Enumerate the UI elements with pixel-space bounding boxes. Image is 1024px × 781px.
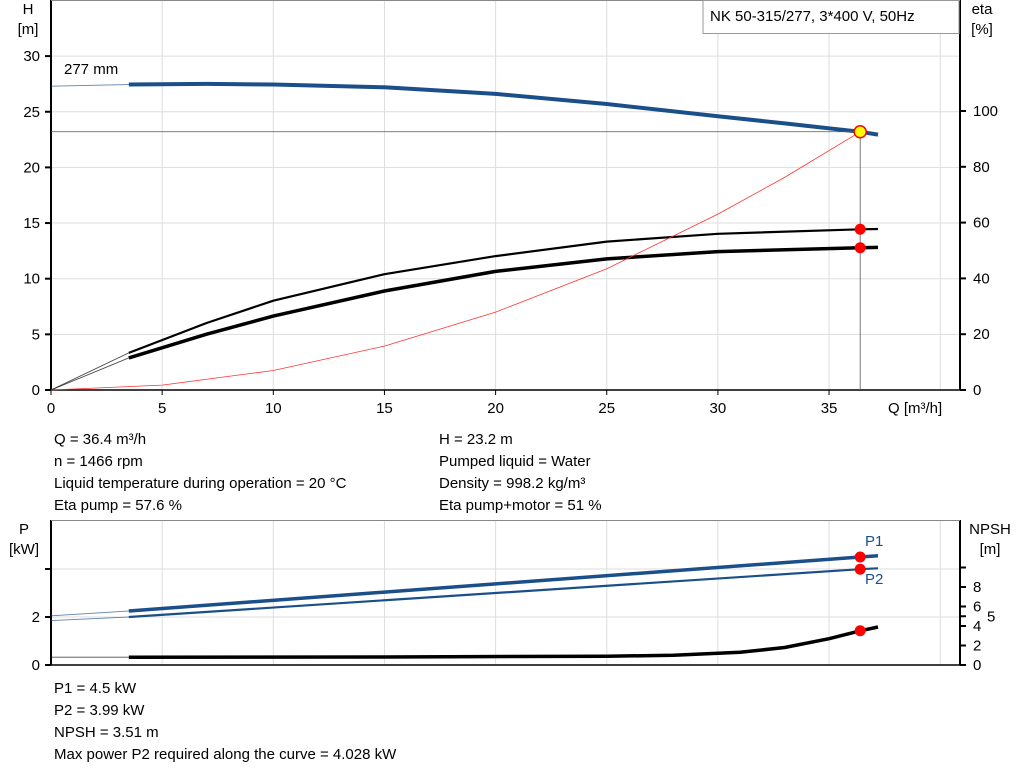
markers: [853, 125, 867, 637]
y2-tick-label: 60: [973, 215, 990, 232]
p2-operating-point: [854, 563, 866, 575]
npsh-operating-point: [854, 625, 866, 637]
eta-pump-curve: [128, 227, 879, 354]
x-tick-label: 35: [821, 400, 838, 417]
y-tick-label: 15: [23, 215, 40, 232]
info-liquid: Pumped liquid = Water: [439, 453, 591, 470]
info-bottom: P1 = 4.5 kW P2 = 3.99 kW NPSH = 3.51 m M…: [54, 678, 396, 766]
eta-operating-point: [854, 242, 866, 254]
head-curve-extrapolation: [50, 84, 129, 87]
info-p2: P2 = 3.99 kW: [54, 702, 145, 719]
npsh-curve: [128, 625, 879, 659]
y-tick-label: 5: [32, 326, 40, 343]
p-axis-label: P: [19, 521, 29, 538]
eta-pump-motor-curve-extrapolation: [50, 357, 129, 391]
x-tick-label: 15: [376, 400, 393, 417]
eta-pump-curve-extrapolation: [50, 352, 129, 391]
info-q: Q = 36.4 m³/h: [54, 431, 147, 448]
info-density: Density = 998.2 kg/m³: [439, 475, 586, 492]
y-tick-label: 20: [23, 159, 40, 176]
y2-tick-label: 40: [973, 270, 990, 287]
info-n: n = 1466 rpm: [54, 453, 143, 470]
x-tick-label: 5: [158, 400, 166, 417]
title-box: NK 50-315/277, 3*400 V, 50Hz: [702, 0, 960, 34]
p-axis-label: [kW]: [9, 541, 39, 558]
x-tick-label: 30: [710, 400, 727, 417]
info-npsh: NPSH = 3.51 m: [54, 724, 159, 741]
x-tick-label: 20: [487, 400, 504, 417]
x-tick-label: 10: [265, 400, 282, 417]
series: [50, 81, 879, 659]
y-axis-label: [m]: [18, 21, 39, 38]
system-curve: [50, 131, 861, 391]
x-axis-label: Q [m³/h]: [888, 400, 942, 417]
y2-tick-label: 4: [973, 618, 981, 635]
y2-tick-label: 6: [973, 599, 981, 616]
y2-tick-label: 0: [973, 657, 981, 674]
p2-label: P2: [865, 571, 883, 588]
eta-operating-point: [854, 223, 866, 235]
y-tick-label: 0: [32, 382, 40, 399]
y2-tick-label: 2: [973, 638, 981, 655]
y2-axis-label: [%]: [971, 21, 993, 38]
info-h: H = 23.2 m: [439, 431, 513, 448]
info-eta-pump: Eta pump = 57.6 %: [54, 497, 182, 514]
y2-tick-label: 5: [987, 608, 995, 625]
info-p1: P1 = 4.5 kW: [54, 680, 137, 697]
y2-tick-label: 100: [973, 103, 998, 120]
x-tick-label: 0: [47, 400, 55, 417]
p1-operating-point: [854, 551, 866, 563]
y-tick-label: 30: [23, 48, 40, 65]
info-eta-total: Eta pump+motor = 51 %: [439, 497, 602, 514]
y2-tick-label: 20: [973, 326, 990, 343]
p1-curve-extrapolation: [50, 610, 129, 617]
y-tick-label: 2: [32, 609, 40, 626]
npsh-axis-label: NPSH: [969, 521, 1011, 538]
y-tick-label: 10: [23, 271, 40, 288]
info-right: H = 23.2 m Pumped liquid = Water Density…: [439, 429, 602, 517]
y-tick-label: 0: [32, 657, 40, 674]
p1-label: P1: [865, 533, 883, 550]
y-axis-label: H: [23, 1, 34, 18]
y2-tick-label: 8: [973, 579, 981, 596]
y2-tick-label: 0: [973, 382, 981, 399]
grid: [51, 0, 960, 665]
curve-label-277mm: 277 mm: [64, 61, 118, 78]
duty-point: [853, 125, 867, 139]
axes: 0 5 10 15 20 25 30 3505101520253002040608010002…: [9, 0, 1011, 674]
p2-curve: [128, 567, 879, 619]
chart-title: NK 50-315/277, 3*400 V, 50Hz: [710, 8, 915, 25]
npsh-axis-label: [m]: [980, 541, 1001, 558]
info-max-p2: Max power P2 required along the curve = …: [54, 746, 397, 763]
y2-tick-label: 80: [973, 159, 990, 176]
info-temp: Liquid temperature during operation = 20…: [54, 475, 347, 492]
eta-pump-motor-curve: [128, 245, 879, 360]
head-curve: [128, 81, 879, 137]
p2-curve-extrapolation: [50, 616, 129, 622]
y-tick-label: 25: [23, 104, 40, 121]
info-left: Q = 36.4 m³/h n = 1466 rpm Liquid temper…: [54, 429, 346, 517]
y2-axis-label: eta: [972, 1, 994, 18]
p1-curve: [128, 554, 879, 613]
x-tick-label: 25: [598, 400, 615, 417]
